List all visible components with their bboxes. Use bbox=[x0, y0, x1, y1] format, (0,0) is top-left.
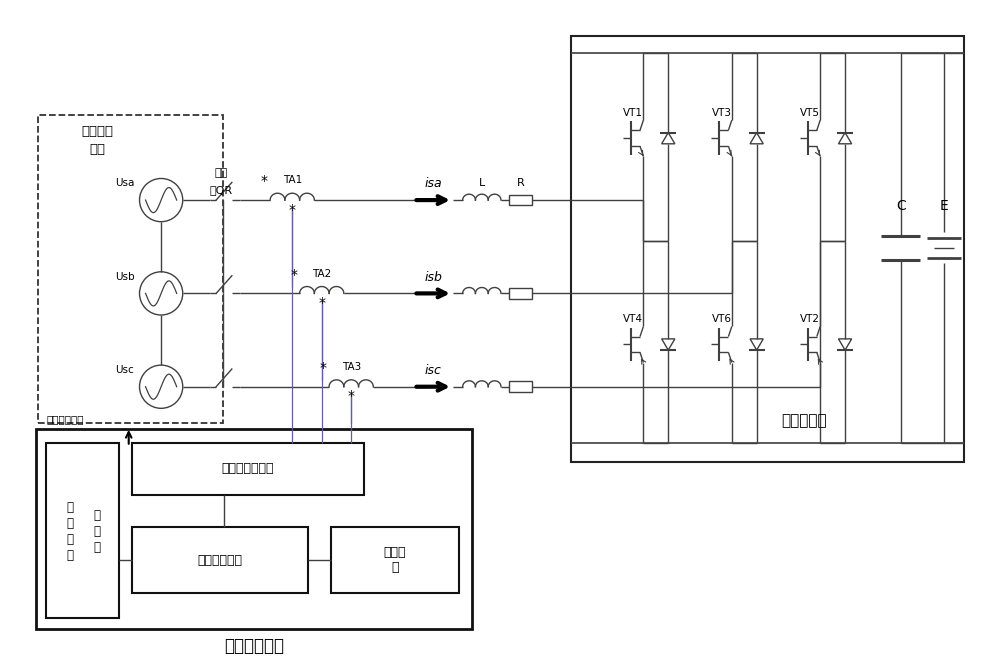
Text: *: * bbox=[290, 268, 297, 282]
Text: *: * bbox=[261, 174, 268, 188]
Text: VT4: VT4 bbox=[623, 314, 643, 324]
Bar bbox=[509, 195, 532, 205]
Text: 模拟量采集模块: 模拟量采集模块 bbox=[222, 462, 274, 475]
Text: VT6: VT6 bbox=[711, 314, 731, 324]
Text: L: L bbox=[479, 178, 485, 188]
Text: 系统: 系统 bbox=[89, 143, 105, 156]
Text: 储能变流器: 储能变流器 bbox=[782, 414, 827, 428]
Text: TA1: TA1 bbox=[283, 175, 302, 186]
Bar bbox=[46, 443, 119, 618]
Text: VT3: VT3 bbox=[711, 108, 731, 118]
Bar bbox=[331, 527, 459, 593]
Text: isb: isb bbox=[424, 270, 442, 284]
Text: TA2: TA2 bbox=[312, 268, 331, 279]
Text: 继电保护装置: 继电保护装置 bbox=[224, 637, 284, 655]
Text: isc: isc bbox=[425, 364, 442, 377]
Text: *: * bbox=[289, 203, 296, 216]
Text: E: E bbox=[940, 199, 948, 213]
Text: Usc: Usc bbox=[115, 365, 134, 375]
Text: VT5: VT5 bbox=[800, 108, 820, 118]
Text: TA3: TA3 bbox=[342, 362, 361, 372]
Bar bbox=[132, 527, 308, 593]
Text: 器QR: 器QR bbox=[209, 185, 233, 195]
Text: C: C bbox=[896, 199, 906, 213]
Text: *: * bbox=[320, 361, 327, 375]
Text: Usb: Usb bbox=[115, 272, 135, 282]
Text: *: * bbox=[348, 390, 355, 403]
Text: VT2: VT2 bbox=[800, 314, 820, 324]
Text: 中央处理单元: 中央处理单元 bbox=[198, 553, 243, 567]
Text: VT1: VT1 bbox=[623, 108, 643, 118]
Bar bbox=[132, 443, 364, 495]
Text: *: * bbox=[318, 296, 325, 310]
Text: 三相交流: 三相交流 bbox=[81, 125, 113, 138]
Bar bbox=[36, 429, 472, 629]
Bar bbox=[509, 381, 532, 392]
Text: 开
关
量: 开 关 量 bbox=[94, 509, 101, 553]
Text: R: R bbox=[517, 178, 525, 188]
Text: 采
集
模
块: 采 集 模 块 bbox=[66, 501, 73, 561]
Bar bbox=[571, 36, 964, 463]
Bar bbox=[38, 114, 223, 423]
Text: isa: isa bbox=[424, 177, 442, 190]
Bar bbox=[509, 288, 532, 299]
Text: 控制回路出口: 控制回路出口 bbox=[46, 414, 84, 424]
Text: 通讯模
块: 通讯模 块 bbox=[384, 546, 406, 574]
Text: Usa: Usa bbox=[115, 178, 134, 188]
Text: 断路: 断路 bbox=[214, 168, 228, 178]
